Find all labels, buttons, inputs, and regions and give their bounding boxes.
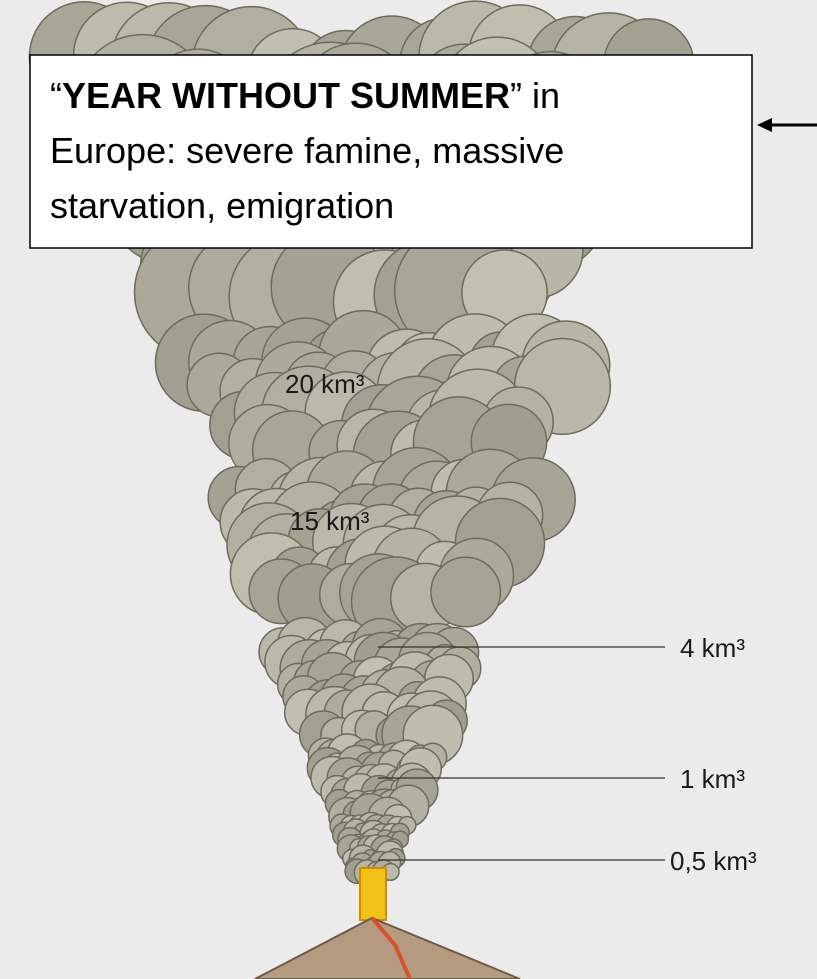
eruption-column [360, 868, 386, 920]
callout-line: “YEAR WITHOUT SUMMER” in [50, 75, 560, 116]
volume-label: 1 km³ [680, 764, 745, 794]
callout-text: ” in [510, 75, 560, 116]
volume-label: 0,5 km³ [670, 846, 757, 876]
volume-label: 20 km³ [285, 369, 365, 399]
cloud-puff [431, 557, 500, 626]
emphasis: YEAR WITHOUT SUMMER [62, 75, 510, 116]
callout-line: Europe: severe famine, massive [50, 130, 564, 171]
quote: “ [50, 75, 62, 116]
callout-line: starvation, emigration [50, 185, 394, 226]
diagram: 20 km³ 15 km³ 4 km³ 1 km³ 0,5 km³ “YEAR … [0, 0, 817, 979]
volume-label: 15 km³ [290, 506, 370, 536]
volume-label: 4 km³ [680, 633, 745, 663]
